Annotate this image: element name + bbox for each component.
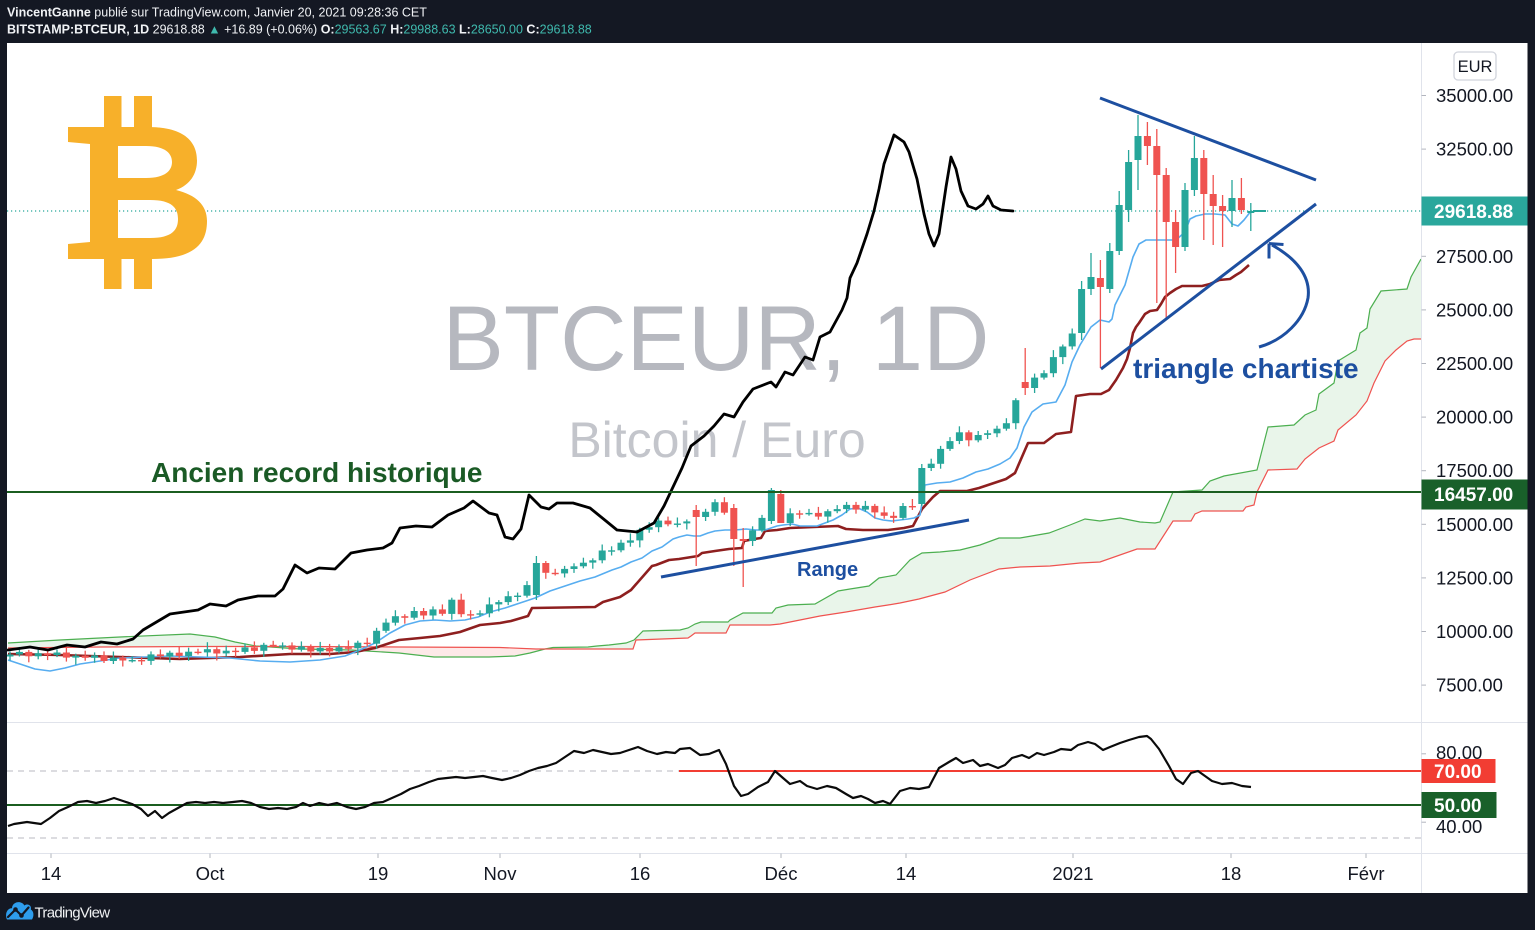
svg-text:EUR: EUR <box>1458 58 1493 76</box>
svg-text:25000.00: 25000.00 <box>1436 299 1513 320</box>
svg-text:Nov: Nov <box>484 863 518 884</box>
svg-text:7500.00: 7500.00 <box>1436 675 1503 696</box>
svg-text:50.00: 50.00 <box>1434 796 1482 817</box>
svg-text:18: 18 <box>1221 863 1242 884</box>
svg-text:15000.00: 15000.00 <box>1436 514 1513 535</box>
svg-text:70.00: 70.00 <box>1434 762 1482 783</box>
svg-text:12500.00: 12500.00 <box>1436 567 1513 588</box>
svg-text:Févr: Févr <box>1348 863 1385 884</box>
svg-text:Déc: Déc <box>765 863 798 884</box>
svg-text:20000.00: 20000.00 <box>1436 407 1513 428</box>
svg-text:22500.00: 22500.00 <box>1436 353 1513 374</box>
svg-text:35000.00: 35000.00 <box>1436 85 1513 106</box>
svg-text:Range: Range <box>797 559 858 581</box>
svg-text:32500.00: 32500.00 <box>1436 139 1513 160</box>
svg-text:BTCEUR, 1D: BTCEUR, 1D <box>443 288 990 390</box>
svg-text:Oct: Oct <box>196 863 225 884</box>
svg-text:2021: 2021 <box>1052 863 1093 884</box>
svg-text:BITSTAMP:BTCEUR, 1D 29618.88: BITSTAMP:BTCEUR, 1D 29618.88 ▲ +16.89 (+… <box>7 23 592 37</box>
svg-text:TradingView: TradingView <box>35 905 111 922</box>
svg-text:29618.88: 29618.88 <box>1434 202 1513 223</box>
svg-text:triangle chartiste: triangle chartiste <box>1133 353 1359 384</box>
svg-text:27500.00: 27500.00 <box>1436 246 1513 267</box>
svg-text:80.00: 80.00 <box>1436 742 1482 763</box>
svg-text:16: 16 <box>630 863 651 884</box>
svg-text:10000.00: 10000.00 <box>1436 621 1513 642</box>
svg-text:40.00: 40.00 <box>1436 816 1482 837</box>
svg-text:16457.00: 16457.00 <box>1434 485 1513 506</box>
svg-text:Ancien record historique: Ancien record historique <box>151 457 482 488</box>
svg-text:17500.00: 17500.00 <box>1436 460 1513 481</box>
svg-text:VincentGanne publié sur Tradin: VincentGanne publié sur TradingView.com,… <box>7 6 427 20</box>
svg-text:19: 19 <box>368 863 389 884</box>
svg-text:14: 14 <box>896 863 917 884</box>
svg-text:14: 14 <box>41 863 62 884</box>
